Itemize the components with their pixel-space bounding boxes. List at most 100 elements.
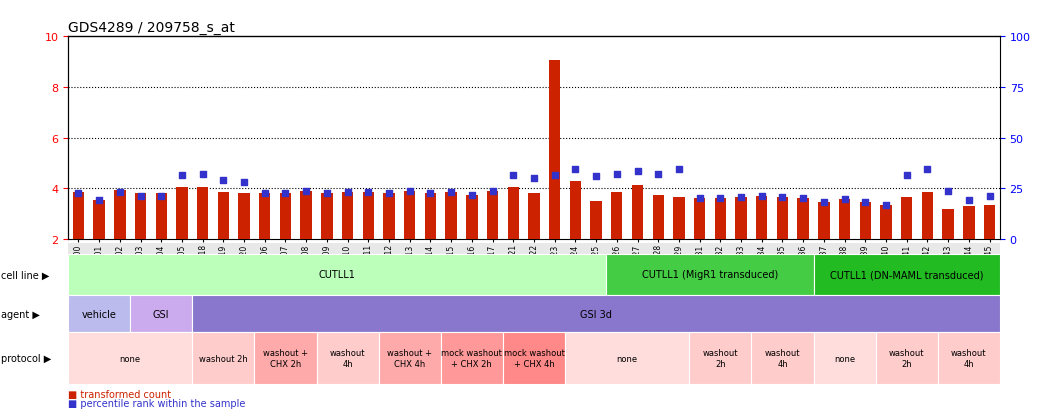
Bar xyxy=(135,194,147,240)
Point xyxy=(960,197,977,204)
Point xyxy=(297,188,314,195)
Point xyxy=(919,167,936,173)
Bar xyxy=(689,332,752,384)
Point xyxy=(795,195,811,202)
Point xyxy=(691,195,708,202)
Text: washout 2h: washout 2h xyxy=(199,354,248,363)
Point xyxy=(650,172,667,178)
Bar xyxy=(818,203,829,240)
Bar xyxy=(673,197,685,240)
Point xyxy=(877,202,894,209)
Bar xyxy=(197,188,208,240)
Bar xyxy=(156,194,166,240)
Point xyxy=(567,167,584,173)
Bar xyxy=(814,332,875,384)
Text: cell line ▶: cell line ▶ xyxy=(1,270,49,280)
Point xyxy=(981,193,998,200)
Bar xyxy=(881,205,892,240)
Point xyxy=(91,197,108,204)
Point xyxy=(132,193,149,200)
Bar xyxy=(860,203,871,240)
Point xyxy=(608,172,625,178)
Point xyxy=(484,188,500,195)
Text: washout
4h: washout 4h xyxy=(951,349,986,368)
Point xyxy=(754,193,771,200)
Bar xyxy=(984,205,996,240)
Text: GSI: GSI xyxy=(153,309,170,319)
Point xyxy=(505,173,521,179)
Point xyxy=(774,195,790,201)
Bar xyxy=(798,199,809,240)
Bar xyxy=(68,254,606,295)
Point xyxy=(837,196,853,203)
Text: ■ percentile rank within the sample: ■ percentile rank within the sample xyxy=(68,398,245,408)
Point xyxy=(629,169,646,175)
Bar xyxy=(901,198,912,240)
Point xyxy=(940,188,957,195)
Text: mock washout
+ CHX 2h: mock washout + CHX 2h xyxy=(442,349,503,368)
Bar xyxy=(383,194,395,240)
Point xyxy=(712,195,729,202)
Point xyxy=(856,199,873,206)
Point xyxy=(733,195,750,201)
Point xyxy=(381,190,398,197)
Bar xyxy=(404,192,416,240)
Point xyxy=(587,173,604,180)
Bar xyxy=(445,193,456,240)
Bar xyxy=(942,209,954,240)
Bar xyxy=(280,194,291,240)
Bar xyxy=(68,295,130,332)
Bar xyxy=(565,332,689,384)
Bar xyxy=(193,332,254,384)
Bar xyxy=(752,332,814,384)
Point xyxy=(547,173,563,179)
Point xyxy=(360,190,377,196)
Bar xyxy=(756,197,767,240)
Bar xyxy=(176,188,187,240)
Point xyxy=(526,176,542,182)
Bar xyxy=(259,194,270,240)
Bar xyxy=(114,190,126,240)
Bar xyxy=(254,332,316,384)
Point xyxy=(318,190,335,197)
Bar xyxy=(425,194,437,240)
Bar xyxy=(321,194,333,240)
Bar xyxy=(715,199,726,240)
Text: none: none xyxy=(617,354,638,363)
Point xyxy=(401,188,418,195)
Text: washout
4h: washout 4h xyxy=(330,349,365,368)
Point xyxy=(70,191,87,197)
Bar xyxy=(814,254,1000,295)
Text: washout +
CHX 4h: washout + CHX 4h xyxy=(387,349,432,368)
Bar xyxy=(591,202,602,240)
Text: washout +
CHX 2h: washout + CHX 2h xyxy=(263,349,308,368)
Bar xyxy=(631,185,643,240)
Text: none: none xyxy=(834,354,855,363)
Point xyxy=(174,173,191,179)
Bar xyxy=(362,193,374,240)
Bar xyxy=(93,200,105,240)
Bar xyxy=(735,198,747,240)
Bar xyxy=(652,195,664,240)
Text: GDS4289 / 209758_s_at: GDS4289 / 209758_s_at xyxy=(68,21,235,35)
Bar xyxy=(72,193,84,240)
Point xyxy=(898,173,915,179)
Bar xyxy=(938,332,1000,384)
Bar xyxy=(466,195,477,240)
Bar xyxy=(218,193,229,240)
Point xyxy=(443,190,460,196)
Text: protocol ▶: protocol ▶ xyxy=(1,353,51,363)
Bar xyxy=(503,332,565,384)
Bar xyxy=(549,61,560,240)
Bar xyxy=(508,188,519,240)
Text: CUTLL1 (DN-MAML transduced): CUTLL1 (DN-MAML transduced) xyxy=(830,270,983,280)
Bar xyxy=(441,332,503,384)
Text: vehicle: vehicle xyxy=(82,309,116,319)
Bar xyxy=(611,193,623,240)
Point xyxy=(195,171,211,178)
Bar xyxy=(839,199,850,240)
Bar xyxy=(130,295,193,332)
Bar xyxy=(570,181,581,240)
Point xyxy=(257,190,273,197)
Text: washout
4h: washout 4h xyxy=(764,349,800,368)
